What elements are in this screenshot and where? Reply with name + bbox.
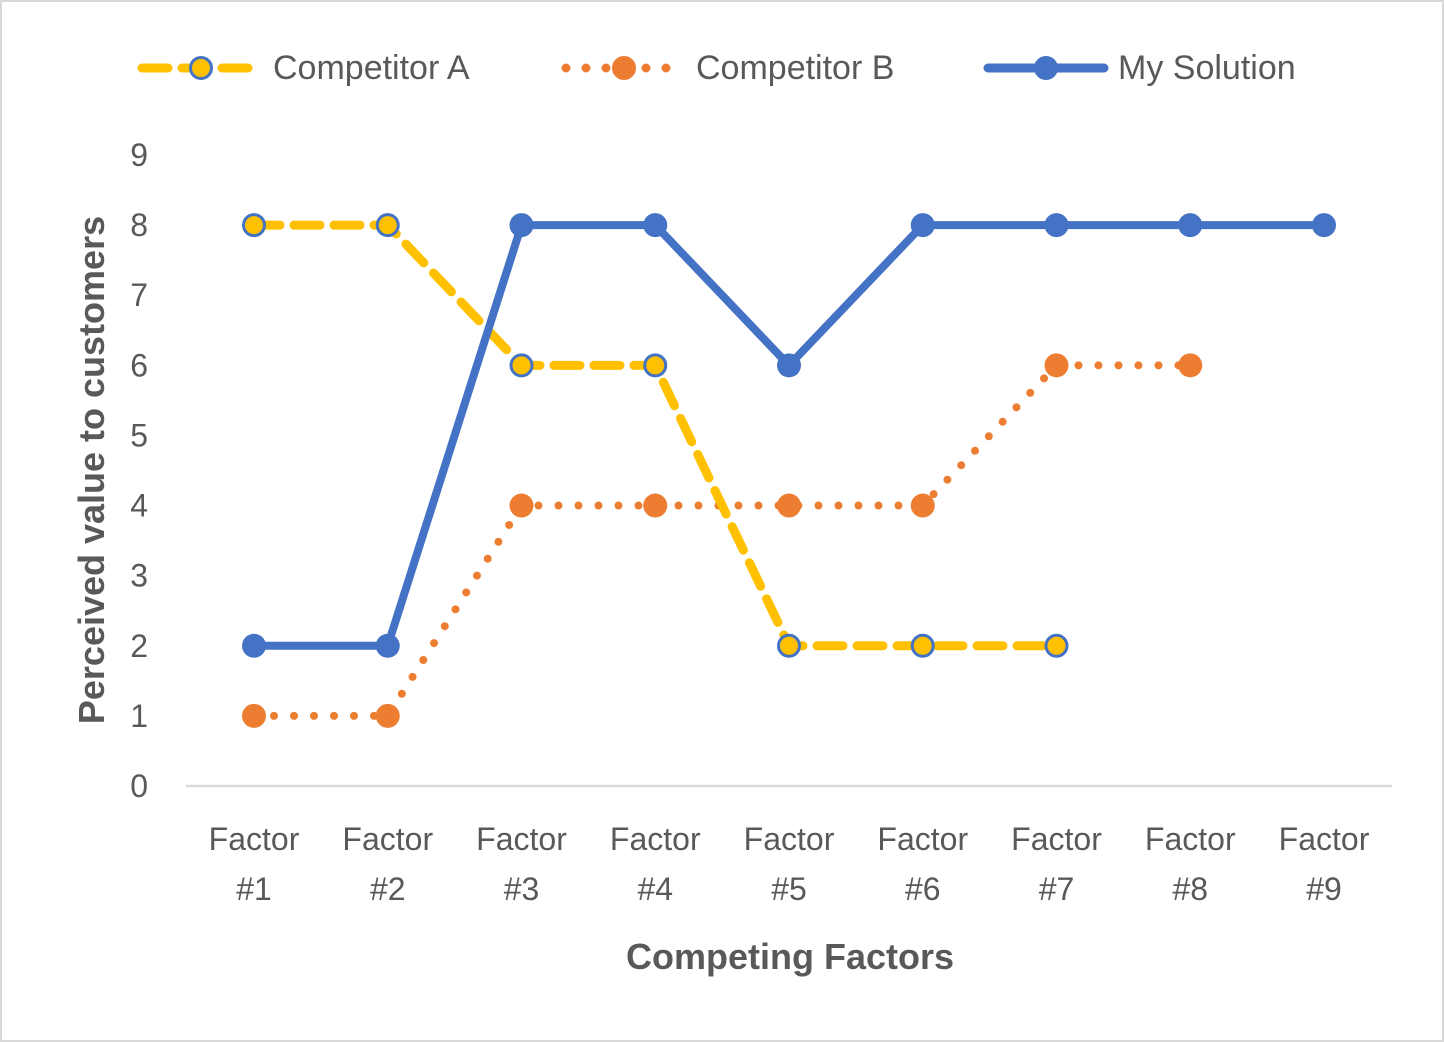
data-point-marker[interactable] bbox=[242, 633, 266, 658]
data-point-marker[interactable] bbox=[643, 213, 668, 238]
data-point-marker[interactable] bbox=[910, 633, 935, 658]
circle-marker-icon bbox=[189, 56, 213, 80]
x-tick-label: Factor #7 bbox=[1011, 821, 1102, 907]
data-point-marker[interactable] bbox=[910, 213, 935, 238]
x-tick-label: Factor #4 bbox=[610, 821, 701, 907]
y-axis-title: Perceived value to customers bbox=[71, 216, 112, 724]
data-point-marker[interactable] bbox=[1044, 353, 1069, 378]
data-point-marker[interactable] bbox=[509, 213, 534, 238]
data-point-marker[interactable] bbox=[242, 213, 266, 238]
data-point-marker[interactable] bbox=[242, 703, 266, 728]
x-tick-label: Factor #8 bbox=[1145, 821, 1236, 907]
data-point-marker[interactable] bbox=[777, 493, 801, 518]
data-point-marker[interactable] bbox=[643, 353, 668, 378]
data-point-marker[interactable] bbox=[1178, 353, 1203, 378]
y-tick-label: 8 bbox=[130, 207, 148, 243]
circle-marker-icon bbox=[612, 56, 636, 80]
y-tick-label: 5 bbox=[130, 417, 148, 453]
data-point-marker[interactable] bbox=[777, 633, 801, 658]
legend-item-my-solution[interactable]: My Solution bbox=[983, 49, 1296, 87]
series-line bbox=[250, 361, 1195, 720]
legend-label: Competitor B bbox=[696, 49, 894, 87]
y-tick-label: 0 bbox=[130, 768, 148, 804]
legend-item-competitor-b[interactable]: Competitor B bbox=[561, 49, 894, 87]
data-point-marker[interactable] bbox=[509, 493, 534, 518]
series-line bbox=[249, 220, 1061, 651]
y-tick-label: 1 bbox=[130, 698, 148, 734]
data-point-marker[interactable] bbox=[509, 353, 534, 378]
y-tick-label: 4 bbox=[130, 488, 148, 524]
series-line bbox=[250, 221, 1328, 650]
series-my-solution bbox=[242, 213, 1336, 658]
plot-area bbox=[242, 213, 1336, 728]
y-tick-label: 3 bbox=[130, 558, 148, 594]
data-point-marker[interactable] bbox=[643, 493, 668, 518]
x-tick-label: Factor #5 bbox=[744, 821, 835, 907]
x-tick-label: Factor #9 bbox=[1279, 821, 1370, 907]
y-tick-label: 7 bbox=[130, 277, 148, 313]
circle-marker-icon bbox=[1034, 56, 1058, 80]
data-point-marker[interactable] bbox=[1044, 633, 1069, 658]
y-tick-label: 9 bbox=[130, 137, 148, 173]
x-axis-ticks: Factor #1 Factor #2 Factor #3 Factor #4 Factor #5… bbox=[209, 821, 1370, 907]
data-point-marker[interactable] bbox=[1312, 213, 1336, 238]
x-axis-title: Competing Factors bbox=[626, 936, 954, 977]
legend-label: My Solution bbox=[1118, 49, 1296, 87]
legend: Competitor A Competitor B My Solution bbox=[137, 49, 1296, 87]
x-tick-label: Factor #1 bbox=[209, 821, 300, 907]
y-tick-label: 2 bbox=[130, 628, 148, 664]
data-point-marker[interactable] bbox=[910, 493, 935, 518]
legend-label: Competitor A bbox=[273, 49, 470, 87]
x-tick-label: Factor #3 bbox=[476, 821, 567, 907]
x-tick-label: Factor #6 bbox=[877, 821, 968, 907]
y-tick-label: 6 bbox=[130, 347, 148, 383]
data-point-marker[interactable] bbox=[777, 353, 801, 378]
data-point-marker[interactable] bbox=[375, 703, 400, 728]
data-point-marker[interactable] bbox=[1178, 213, 1203, 238]
series-competitor-b bbox=[242, 353, 1203, 728]
x-tick-label: Factor #2 bbox=[342, 821, 433, 907]
series-competitor-a bbox=[242, 213, 1069, 658]
data-point-marker[interactable] bbox=[1044, 213, 1069, 238]
legend-item-competitor-a[interactable]: Competitor A bbox=[137, 49, 470, 87]
y-axis-ticks: 0 1 2 3 4 5 6 7 8 9 bbox=[130, 137, 148, 804]
data-point-marker[interactable] bbox=[375, 213, 400, 238]
data-point-marker[interactable] bbox=[375, 633, 400, 658]
